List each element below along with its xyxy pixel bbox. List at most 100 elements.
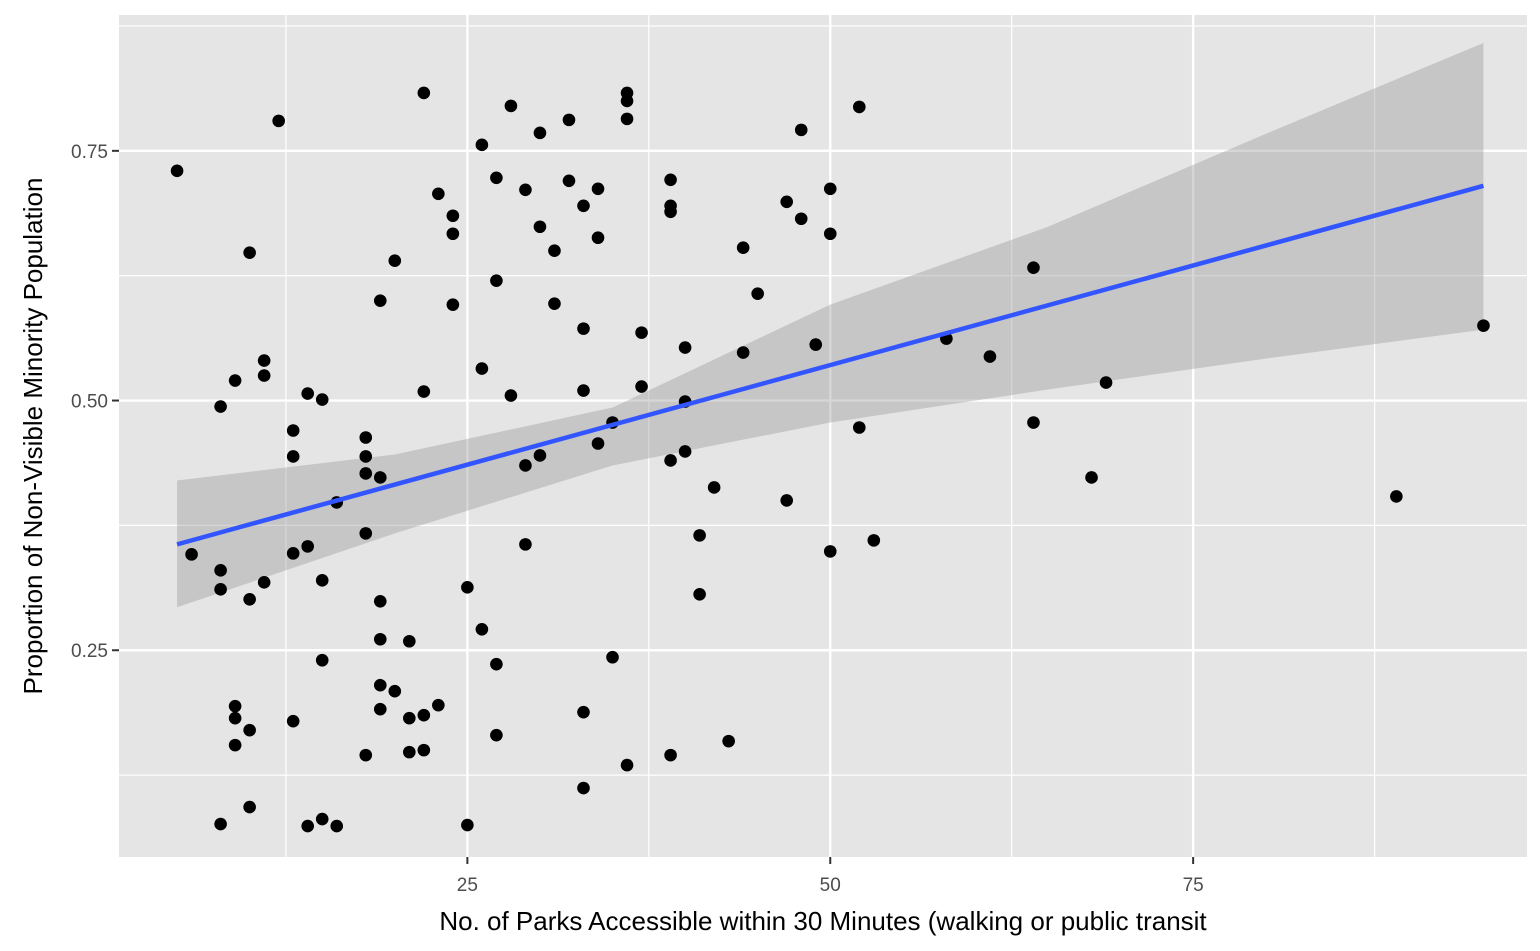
major-gridlines: [119, 15, 1527, 857]
data-point: [417, 708, 431, 722]
data-point: [359, 431, 373, 444]
data-point: [417, 385, 431, 398]
data-point: [417, 86, 431, 100]
y-tick-label: 0.75: [71, 142, 108, 163]
data-points: [170, 86, 1490, 833]
data-point: [286, 714, 300, 728]
data-point: [373, 595, 387, 608]
data-point: [403, 634, 416, 648]
data-point: [620, 758, 634, 772]
data-point: [490, 171, 503, 185]
data-point: [577, 384, 590, 397]
data-point: [1027, 261, 1040, 274]
data-point: [693, 588, 706, 601]
data-point: [707, 481, 721, 494]
data-point: [417, 743, 431, 757]
data-point: [475, 362, 489, 375]
regression-line: [176, 183, 1485, 547]
data-point: [1099, 376, 1113, 389]
y-axis-title: Proportion of Non-Visible Minority Popul…: [18, 178, 48, 695]
data-point: [823, 182, 837, 196]
data-point: [591, 182, 605, 196]
data-point: [214, 817, 227, 831]
data-point: [403, 745, 416, 759]
data-point: [591, 231, 605, 245]
data-point: [562, 174, 576, 188]
x-tick-label: 50: [820, 875, 841, 896]
data-point: [591, 437, 605, 450]
data-point: [446, 209, 460, 223]
data-point: [373, 294, 387, 307]
data-point: [286, 547, 300, 560]
x-axis-title: No. of Parks Accessible within 30 Minute…: [439, 906, 1207, 936]
data-point: [330, 819, 344, 833]
data-point: [794, 123, 808, 137]
data-point: [170, 164, 184, 178]
data-point: [504, 99, 518, 113]
data-point: [214, 583, 227, 596]
data-point: [736, 346, 750, 359]
data-point: [359, 527, 373, 540]
data-point: [533, 126, 547, 140]
data-point: [736, 241, 750, 255]
data-point: [780, 494, 794, 507]
x-tick-label: 75: [1183, 875, 1204, 896]
data-point: [809, 338, 823, 351]
data-point: [620, 112, 634, 126]
data-point: [490, 274, 503, 287]
data-point: [693, 529, 706, 542]
data-point: [315, 653, 329, 667]
data-point: [228, 738, 242, 752]
data-point: [315, 574, 329, 587]
data-point: [185, 548, 198, 561]
data-point: [664, 454, 677, 467]
data-point: [577, 199, 590, 213]
data-point: [243, 246, 256, 260]
data-point: [504, 389, 518, 402]
data-point: [272, 114, 285, 128]
data-point: [461, 818, 474, 832]
data-point: [519, 459, 532, 472]
data-point: [490, 728, 503, 742]
y-axis-ticks: 0.25 0.50 0.75: [71, 142, 119, 662]
data-point: [548, 297, 561, 310]
data-point: [373, 471, 387, 484]
data-point: [823, 227, 837, 241]
data-point: [461, 581, 474, 594]
data-point: [519, 183, 532, 197]
data-point: [533, 449, 547, 462]
data-point: [490, 657, 503, 671]
data-point: [286, 450, 300, 463]
data-point: [533, 220, 547, 234]
data-point: [228, 711, 242, 725]
data-point: [620, 94, 634, 108]
data-point: [301, 819, 315, 833]
data-point: [475, 622, 489, 636]
data-point: [548, 244, 561, 258]
data-point: [301, 540, 315, 553]
data-point: [722, 734, 735, 748]
data-point: [388, 254, 402, 268]
data-point: [577, 781, 590, 795]
data-point: [243, 723, 256, 737]
plot-panel: [119, 15, 1527, 857]
data-point: [635, 326, 648, 339]
data-point: [359, 467, 373, 480]
data-point: [823, 545, 837, 558]
data-point: [635, 380, 648, 393]
data-point: [214, 400, 227, 413]
data-point: [315, 393, 329, 406]
x-tick-label: 25: [457, 875, 478, 896]
data-point: [577, 322, 590, 335]
data-point: [678, 341, 692, 354]
data-point: [214, 564, 227, 577]
data-point: [373, 702, 387, 716]
data-point: [577, 705, 590, 719]
data-point: [432, 698, 445, 712]
data-point: [519, 538, 532, 551]
data-point: [606, 650, 619, 664]
data-point: [794, 212, 808, 226]
data-point: [359, 450, 373, 463]
data-point: [373, 632, 387, 646]
